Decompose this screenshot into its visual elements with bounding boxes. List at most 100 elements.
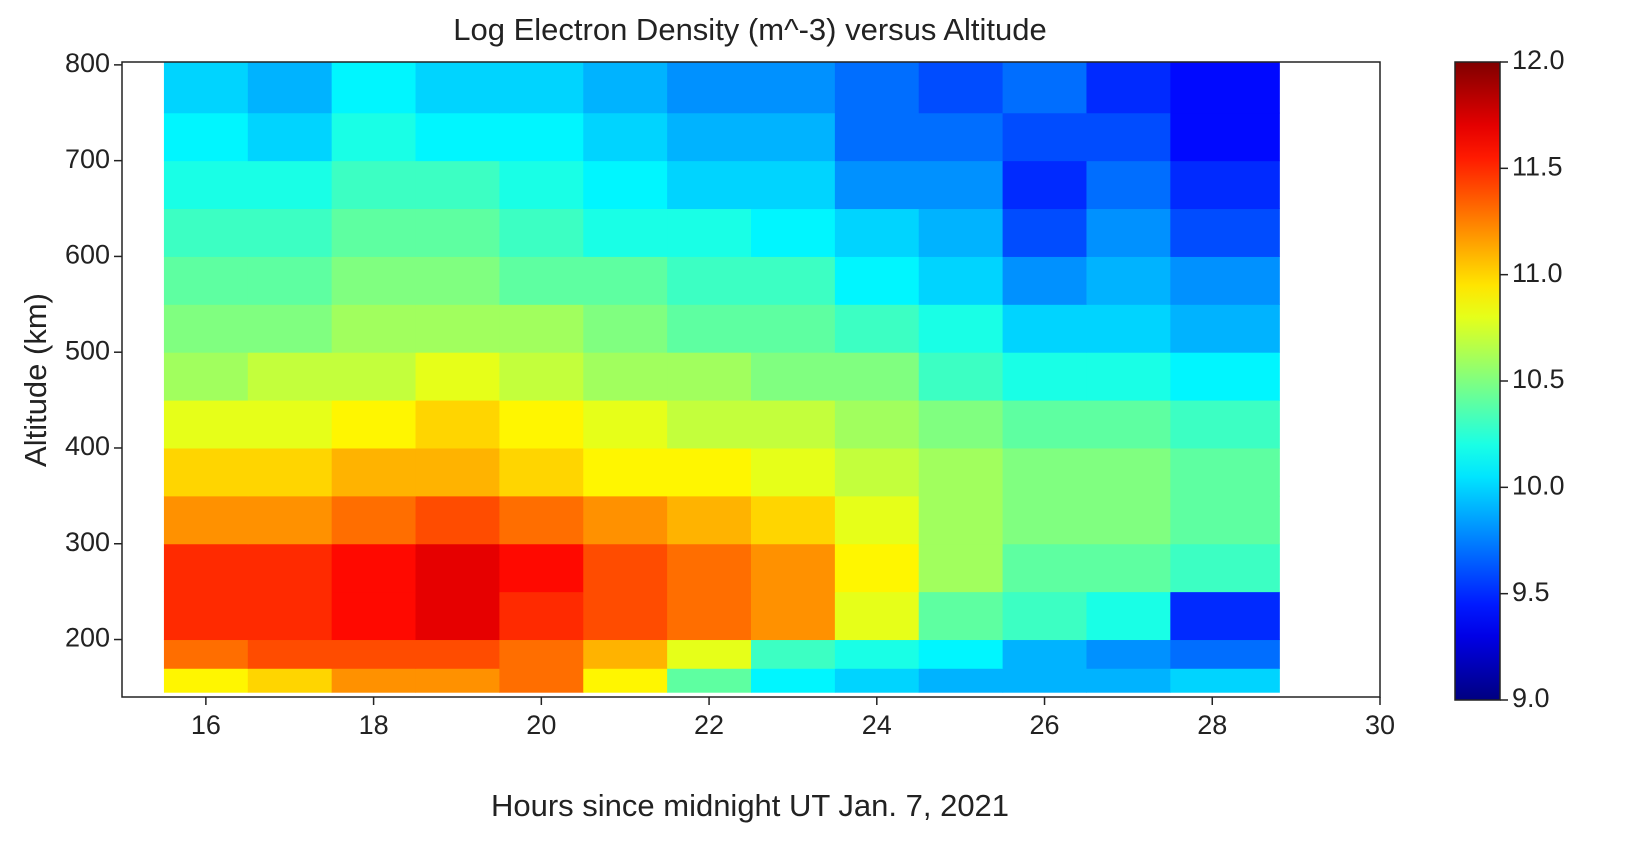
heatmap-cell — [499, 447, 584, 497]
heatmap-cell — [247, 447, 333, 497]
heatmap-cell — [415, 400, 500, 449]
heatmap-cell — [331, 352, 417, 401]
x-tick-label: 18 — [359, 710, 389, 740]
heatmap-cell — [163, 668, 249, 693]
heatmap-cell — [1002, 256, 1087, 305]
heatmap-cell — [1002, 160, 1087, 210]
heatmap-cell — [751, 62, 836, 114]
heatmap-cell — [918, 256, 1004, 305]
heatmap-cell — [163, 304, 249, 353]
heatmap-cell — [834, 62, 920, 114]
heatmap-cell — [1086, 543, 1171, 593]
heatmap-cell — [1002, 495, 1087, 545]
heatmap-cell — [667, 352, 752, 401]
x-tick-label: 16 — [191, 710, 221, 740]
heatmap-cell — [1002, 304, 1087, 353]
heatmap-cell — [415, 447, 500, 497]
colorbar-tick-label: 9.5 — [1512, 577, 1550, 607]
heatmap-cell — [751, 256, 836, 305]
y-tick-label: 800 — [65, 48, 110, 78]
heatmap-cell — [499, 668, 584, 693]
heatmap-cell — [834, 668, 920, 693]
heatmap-cell — [1170, 400, 1280, 449]
heatmap-cell — [163, 208, 249, 257]
heatmap-cell — [1170, 668, 1280, 693]
chart-title: Log Electron Density (m^-3) versus Altit… — [453, 12, 1046, 47]
heatmap-cell — [331, 62, 417, 114]
heatmap-cell — [163, 352, 249, 401]
heatmap-cell — [415, 352, 500, 401]
heatmap-cell — [331, 543, 417, 593]
heatmap-cell — [247, 304, 333, 353]
heatmap-cell — [247, 352, 333, 401]
heatmap-cell — [751, 639, 836, 669]
heatmap-cell — [751, 668, 836, 693]
heatmap-cell — [918, 447, 1004, 497]
y-tick-label: 500 — [65, 335, 110, 365]
heatmap-cell — [834, 256, 920, 305]
heatmap-cell — [834, 447, 920, 497]
heatmap-cell — [583, 591, 668, 641]
heatmap-cell — [163, 639, 249, 669]
heatmap-cell — [415, 543, 500, 593]
heatmap-cell — [1086, 112, 1171, 162]
heatmap-cell — [415, 639, 500, 669]
heatmap-cell — [1170, 352, 1280, 401]
heatmap-cell — [583, 256, 668, 305]
heatmap-cell — [667, 160, 752, 210]
heatmap-cell — [751, 400, 836, 449]
heatmap-cell — [1002, 591, 1087, 641]
heatmap-cell — [1170, 160, 1280, 210]
heatmap-cell — [499, 352, 584, 401]
heatmap-cell — [247, 668, 333, 693]
heatmap-cell — [751, 304, 836, 353]
heatmap-cell — [331, 400, 417, 449]
heatmap-cell — [1086, 400, 1171, 449]
heatmap-cell — [415, 304, 500, 353]
heatmap-cell — [667, 62, 752, 114]
heatmap-cell — [751, 352, 836, 401]
heatmap-cell — [1170, 543, 1280, 593]
heatmap-cell — [834, 208, 920, 257]
colorbar — [1454, 61, 1501, 701]
heatmap-cell — [331, 208, 417, 257]
heatmap-cell — [751, 447, 836, 497]
heatmap-cell — [1002, 639, 1087, 669]
heatmap-cell — [918, 495, 1004, 545]
heatmap-cell — [247, 591, 333, 641]
y-tick-label: 200 — [65, 623, 110, 653]
heatmap-cell — [667, 112, 752, 162]
heatmap-cell — [834, 112, 920, 162]
heatmap-cell — [667, 668, 752, 693]
heatmap-cell — [751, 208, 836, 257]
heatmap-cell — [331, 160, 417, 210]
heatmap-cell — [247, 495, 333, 545]
heatmap-cell — [1170, 591, 1280, 641]
heatmap-cell — [415, 62, 500, 114]
heatmap-cell — [1086, 352, 1171, 401]
heatmap-cell — [834, 591, 920, 641]
plot-frame — [121, 61, 1381, 698]
heatmap-cell — [163, 62, 249, 114]
heatmap-cell — [667, 639, 752, 669]
heatmap-cell — [834, 639, 920, 669]
heatmap-cell — [918, 400, 1004, 449]
x-tick-label: 20 — [526, 710, 556, 740]
heatmap-cell — [163, 543, 249, 593]
heatmap-cell — [163, 112, 249, 162]
heatmap-cell — [583, 400, 668, 449]
heatmap-cell — [499, 62, 584, 114]
heatmap-cell — [1002, 400, 1087, 449]
heatmap-cell — [667, 400, 752, 449]
heatmap-cell — [415, 160, 500, 210]
heatmap-cell — [918, 62, 1004, 114]
heatmap-cell — [1086, 495, 1171, 545]
colorbar-tick-label: 10.5 — [1512, 364, 1565, 394]
heatmap-cell — [1170, 62, 1280, 114]
colorbar-tick-label: 11.0 — [1512, 258, 1563, 288]
y-tick-label: 300 — [65, 527, 110, 557]
heatmap-cell — [415, 591, 500, 641]
heatmap-cell — [834, 495, 920, 545]
heatmap-cell — [163, 400, 249, 449]
